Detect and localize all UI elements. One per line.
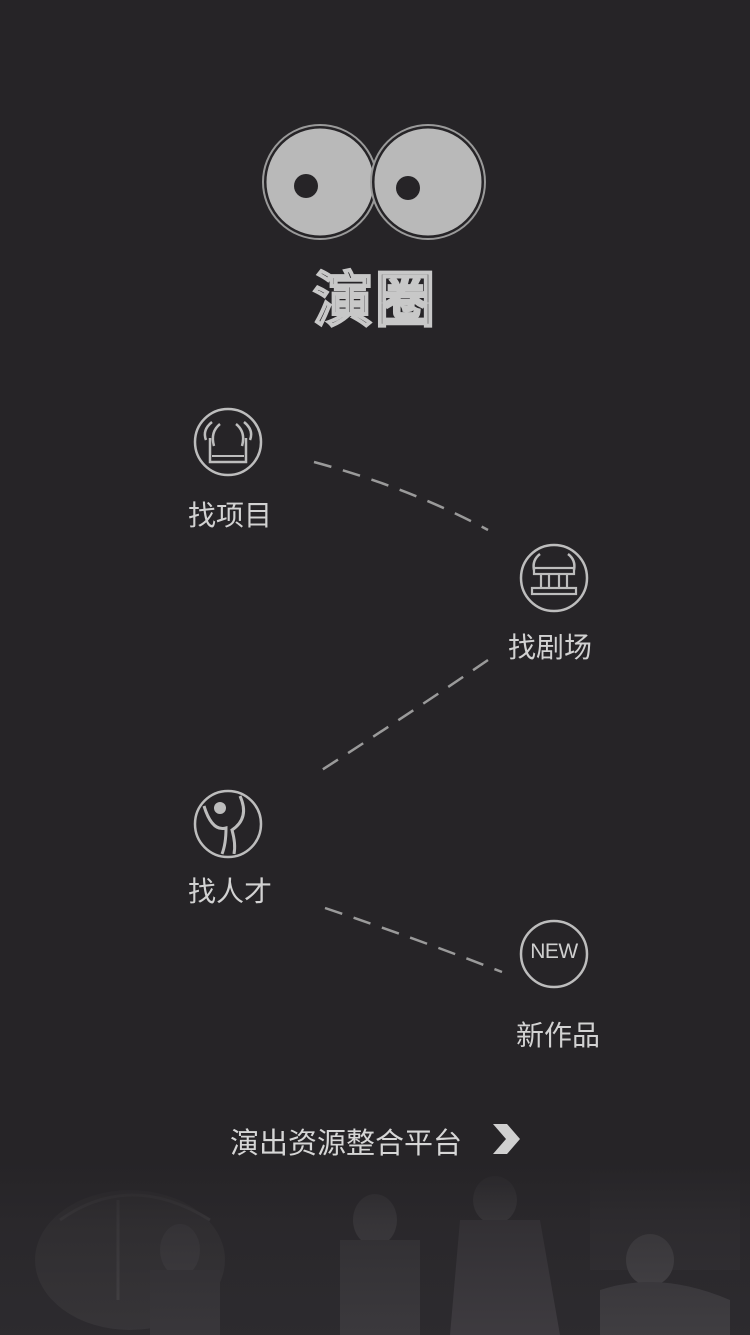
performance-photo-background xyxy=(0,1160,750,1335)
new-badge-text: NEW xyxy=(530,940,578,963)
node-label-talent: 找人才 xyxy=(188,875,273,908)
node-find-project[interactable]: 找项目 xyxy=(186,406,282,536)
theater-building-icon xyxy=(519,543,589,613)
node-new-works[interactable]: NEW 新作品 xyxy=(512,916,608,1052)
node-find-talent[interactable]: 找人才 xyxy=(186,786,282,910)
platform-slogan[interactable]: 演出资源整合平台 xyxy=(230,1126,463,1160)
gate-project-icon xyxy=(193,407,263,477)
node-label-theater: 找剧场 xyxy=(508,631,593,664)
node-find-theater[interactable]: 找剧场 xyxy=(506,540,606,670)
talent-figure-icon xyxy=(193,789,263,859)
chevron-right-icon[interactable] xyxy=(487,1120,523,1158)
new-badge-icon xyxy=(519,919,589,989)
node-label-project: 找项目 xyxy=(188,499,273,532)
brand-name: 演圈 xyxy=(312,265,437,337)
big-eyes-icon xyxy=(262,124,486,240)
node-label-works: 新作品 xyxy=(516,1019,601,1052)
